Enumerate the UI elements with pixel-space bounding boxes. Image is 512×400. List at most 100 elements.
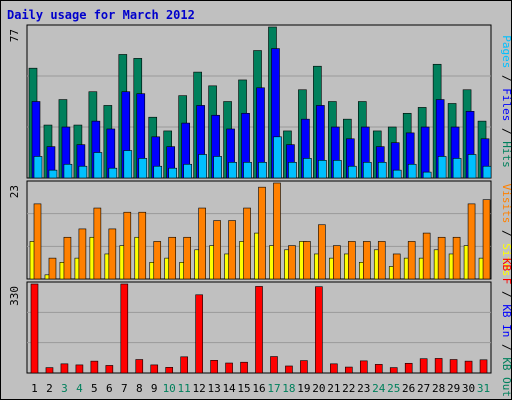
kbf-bar [389,367,398,374]
kbf-bar [315,286,323,374]
sites-bar [467,203,476,280]
day-label: 19 [297,382,310,395]
day-label: 22 [342,382,355,395]
sites-bar [452,236,461,280]
pages-bar [333,160,342,179]
legend-separator: / [500,223,511,243]
legend-pages: Pages [500,35,511,68]
day-label: 1 [31,382,38,395]
pages-bar [198,154,207,179]
legend-separator: / [500,284,511,304]
sites-bar [168,236,177,280]
day-label: 23 [357,382,370,395]
sites-bar [198,207,206,280]
pages-bar [78,165,88,179]
kbf-bar [225,362,233,374]
day-label: 9 [151,382,158,395]
day-label: 12 [193,382,206,395]
sites-bar [108,228,117,280]
series-legend-1: Pages / Files / Hits [500,35,511,168]
kbf-bar [300,360,308,374]
sites-bar [377,241,386,280]
day-label: 15 [237,382,250,395]
legend-visits: Visits [500,184,511,224]
pages-bar [318,160,327,179]
sites-bar [482,199,491,280]
kbf-bar [255,286,263,374]
pages-bar [228,162,237,179]
pages-bar [138,158,148,179]
kbf-bar [165,367,174,374]
pages-bar [303,158,312,179]
pages-bar [348,165,357,179]
series-legend-2: Visits / Sites [500,184,511,277]
sites-bar [123,211,132,280]
kbf-bar [45,367,54,374]
kbf-bar [90,360,99,374]
pages-bar [362,162,372,179]
kbf-bar [345,366,353,374]
kbf-bar [479,359,488,374]
kbf-bar [240,361,248,374]
pages-bar [168,167,178,179]
pages-bar [258,162,267,179]
pages-bar [407,163,417,179]
sites-bar [183,236,191,280]
day-label: 27 [417,382,430,395]
day-label: 3 [61,382,68,395]
files-bar [420,126,430,179]
day-label: 7 [121,382,128,395]
kbf-bar [120,283,129,374]
day-label: 26 [402,382,415,395]
pages-bar [422,171,432,179]
pages-bar [48,169,58,179]
day-label: 10 [163,382,176,395]
day-label: 17 [267,382,280,395]
sites-bar [93,207,102,280]
kbf-bar [60,363,69,374]
kbf-bar [464,360,473,374]
day-label: 6 [106,382,113,395]
day-label: 28 [432,382,445,395]
pages-bar [243,162,252,179]
pages-bar [467,154,477,179]
ymax-label-1: 77 [8,29,21,42]
kbf-bar [419,358,428,374]
legend-kb-in: KB In [500,304,511,337]
kbf-bar [210,360,218,374]
sites-bar [437,236,446,280]
legend-sites: Sites [500,243,511,276]
legend-kb-out: KB Out [500,357,511,397]
legend-separator: / [500,121,511,141]
sites-bar [138,211,147,280]
kbf-bar [180,356,188,374]
legend-separator: / [500,68,511,88]
ymax-label-2: 23 [8,185,21,198]
kbf-bar [330,363,338,374]
day-label: 16 [252,382,265,395]
pages-bar [93,152,103,179]
day-label: 5 [91,382,98,395]
sites-bar [333,245,341,280]
kbf-bar [285,365,293,374]
sites-bar [243,207,251,280]
sites-bar [228,220,236,280]
kbf-bar [105,365,114,374]
day-label: 30 [462,382,475,395]
series-legend-3: KB F / KB In / KB Out [500,258,511,397]
day-label: 2 [46,382,53,395]
sites-bar [273,182,281,280]
kbf-bar [404,362,413,374]
kbf-bar [75,364,84,374]
sites-bar [213,220,221,280]
day-label: 29 [447,382,460,395]
pages-bar [288,162,297,179]
legend-hits: Hits [500,141,511,168]
kbf-bar [359,360,368,374]
pages-bar [392,169,402,179]
sites-bar [153,241,162,280]
pages-bar [273,136,282,179]
kbf-bar [449,359,458,374]
